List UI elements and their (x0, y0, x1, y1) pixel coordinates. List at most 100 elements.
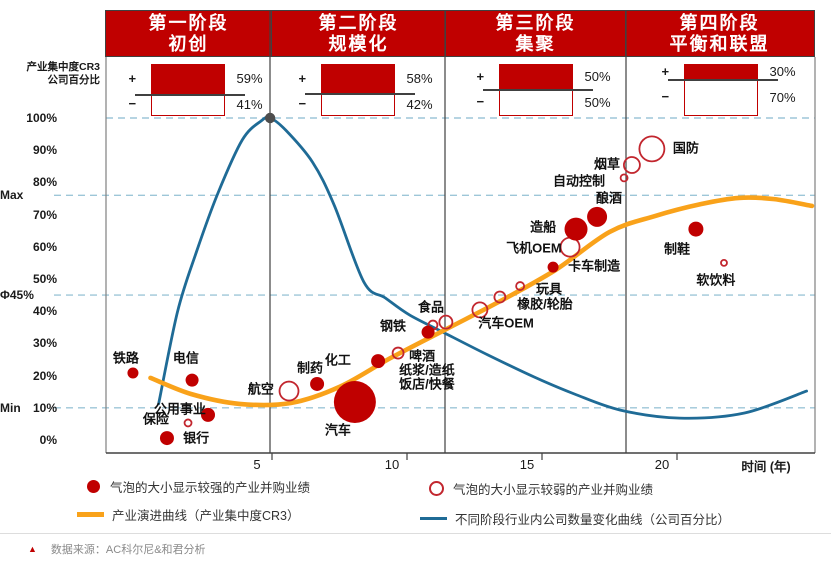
plus-sign: + (128, 71, 137, 87)
bubble-filled-酿酒 (587, 206, 608, 227)
mini-chart-1-baseline (134, 93, 245, 96)
bubble-filled-钢铁 (421, 325, 435, 339)
y-tick-60%: 60% (32, 239, 57, 254)
y-tick-100%: 100% (26, 111, 57, 125)
bubble-label-自动控制: 自动控制 (552, 173, 605, 189)
minus-sign: − (476, 94, 485, 109)
phase-banner-4: 第四阶段 平衡和联盟 (625, 11, 813, 56)
mini-chart-1-filled-bar (150, 64, 225, 95)
legend-company-curve: 不同阶段行业内公司数量变化曲线（公司百分比） (420, 509, 730, 528)
bubble-open-自动控制 (619, 173, 629, 183)
curve-peak-dot (264, 112, 276, 124)
bubble-label-化工: 化工 (324, 352, 351, 368)
bubble-label-软饮料: 软饮料 (696, 272, 736, 288)
bubble-filled-电信 (185, 373, 199, 387)
phase-4-stage: 第四阶段 (679, 12, 760, 33)
bubble-open-国防 (638, 135, 666, 163)
bubble-open-航空 (278, 380, 300, 402)
footer-divider (0, 533, 831, 534)
bubble-label-飞机OEM: 飞机OEM (506, 240, 562, 256)
bubble-label-啤酒: 啤酒 (409, 348, 436, 364)
bubble-filled-汽车 (333, 381, 376, 424)
x-axis-title: 时间 (年) (741, 460, 791, 474)
legend-cr3-text: 产业演进曲线（产业集中度CR3） (112, 509, 300, 523)
x-tick-label-10: 10 (384, 457, 400, 472)
x-tick-label-15: 15 (519, 457, 535, 472)
bubble-open-保险 (183, 418, 193, 428)
phase-2-stage: 第二阶段 (318, 12, 399, 33)
y-tick-40%: 40% (32, 304, 57, 319)
mini-chart-2-minus-pct: 42% (406, 97, 433, 113)
bubble-filled-制鞋 (688, 221, 704, 237)
bubble-label-制鞋: 制鞋 (663, 241, 691, 257)
y-tick-80%: 80% (32, 175, 57, 190)
phase-4-name: 平衡和联盟 (669, 33, 770, 54)
company-count-curve (157, 115, 808, 420)
phase-banner-3: 第三阶段 集聚 (445, 11, 625, 56)
bubble-filled-制药 (310, 376, 325, 391)
source-text: 数据来源：AC科尔尼&和君分析 (50, 544, 206, 556)
mini-chart-3-filled-bar (498, 64, 573, 90)
bubble-open-食品 (438, 314, 454, 330)
y-axis-title: 产业集中度CR3 公司百分比 (0, 61, 100, 87)
bubble-open-烟草 (623, 156, 641, 174)
plus-sign: + (298, 71, 307, 87)
orange-line-icon (77, 512, 104, 517)
mini-chart-4-plus-pct: 30% (769, 63, 796, 79)
bubble-label-银行: 银行 (183, 430, 210, 446)
y-tick-90%: 90% (32, 143, 57, 158)
bubble-label-造船: 造船 (530, 219, 557, 235)
phase-1-stage: 第一阶段 (148, 12, 229, 33)
bubble-filled-卡车制造 (547, 261, 559, 273)
filled-circle-icon (87, 480, 100, 493)
x-tick-label-5: 5 (253, 457, 261, 472)
phase-3-stage: 第三阶段 (495, 12, 576, 33)
minus-sign: − (298, 96, 307, 112)
bubble-label-保险: 保险 (142, 411, 169, 427)
bubble-label-制药: 制药 (297, 360, 324, 376)
y-tick-70%: 70% (32, 207, 57, 222)
minus-sign: − (128, 96, 137, 112)
bubble-open-飞机OEM (559, 236, 581, 258)
y-special-Max: Max (0, 188, 27, 203)
y-tick-20%: 20% (32, 368, 57, 383)
phase-2-name: 规模化 (328, 33, 389, 54)
plus-sign: + (661, 63, 670, 79)
legend-weak-text: 气泡的大小显示较弱的产业并购业绩 (453, 483, 654, 497)
y-tick-10%: 10% (32, 400, 57, 415)
bubble-label-酿酒: 酿酒 (595, 190, 622, 206)
bubble-label-公用事业: 公用事业 (153, 401, 206, 417)
phase-3-name: 集聚 (515, 33, 556, 54)
y-special-Min: Min (0, 400, 24, 415)
legend-strong-text: 气泡的大小显示较强的产业并购业绩 (110, 481, 311, 495)
bubble-filled-造船 (564, 217, 588, 241)
bubble-filled-银行 (159, 431, 174, 446)
legend-company-text: 不同阶段行业内公司数量变化曲线（公司百分比） (455, 513, 731, 527)
x-tick-label-20: 20 (654, 457, 670, 472)
bubble-label-卡车制造: 卡车制造 (568, 258, 621, 274)
bubble-label-食品: 食品 (418, 299, 445, 315)
legend-weak-bubbles: 气泡的大小显示较弱的产业并购业绩 (429, 479, 653, 498)
y-special-Φ45%: Φ45% (0, 288, 37, 303)
blue-line-icon (420, 517, 447, 520)
mini-chart-4-baseline (667, 78, 778, 81)
mini-chart-3-plus-pct: 50% (584, 69, 611, 84)
phase-banner-2: 第二阶段 规模化 (271, 11, 445, 56)
bubble-open-unnamed (427, 319, 439, 331)
cr3-evolution-curve (148, 195, 815, 408)
mini-chart-4-minus-pct: 70% (769, 89, 796, 105)
bubble-open-玩具 (515, 281, 526, 291)
plus-sign: + (476, 69, 485, 84)
bubble-label-国防: 国防 (672, 140, 699, 156)
bubble-filled-化工 (371, 354, 386, 369)
mini-chart-3-baseline (482, 89, 593, 91)
bubble-label-钢铁: 钢铁 (379, 318, 406, 334)
mini-chart-3-open-bar (498, 90, 573, 116)
phase-1-name: 初创 (168, 33, 209, 54)
mini-chart-4-filled-bar (683, 64, 758, 80)
bubble-label-电信: 电信 (172, 350, 199, 366)
y-axis-title-line1: 产业集中度CR3 (26, 61, 100, 73)
mini-chart-2-plus-pct: 58% (406, 71, 433, 87)
minus-sign: − (661, 88, 670, 104)
y-axis-title-line2: 公司百分比 (47, 74, 101, 86)
